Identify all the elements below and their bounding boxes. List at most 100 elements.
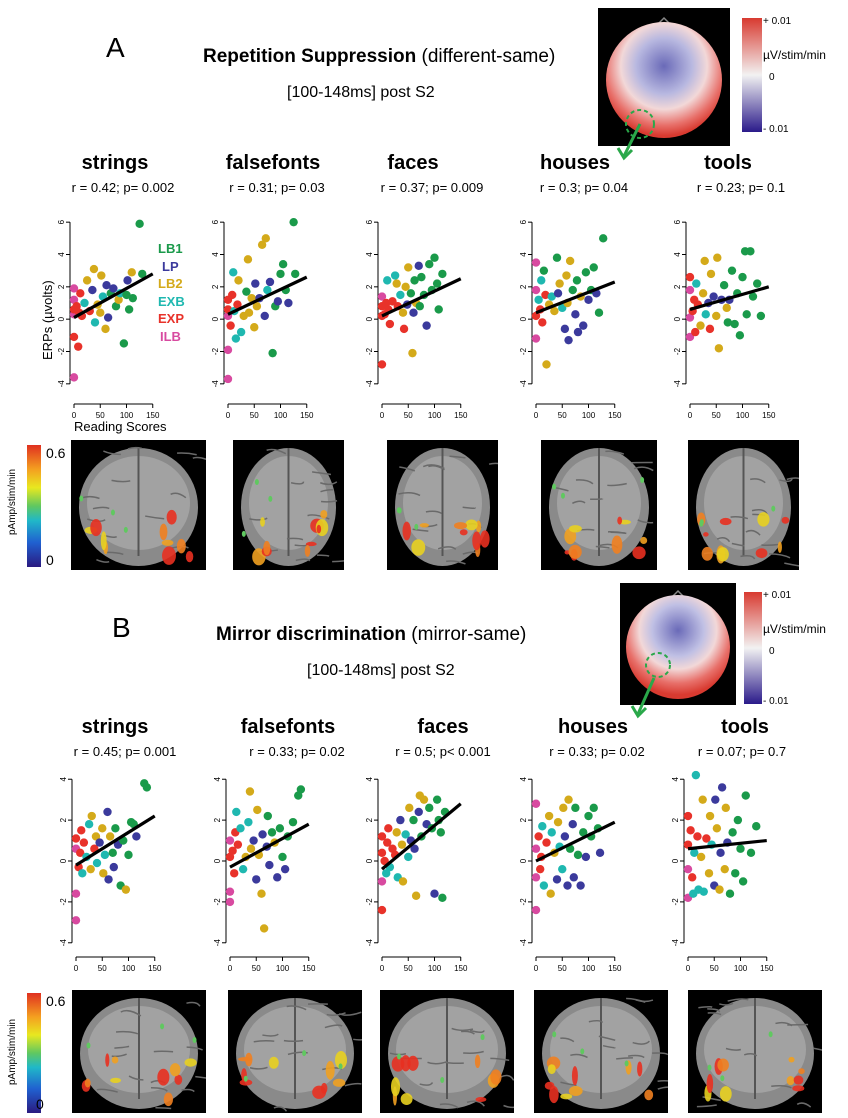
activation-blob [707, 1074, 714, 1093]
activation-blob [402, 522, 411, 541]
data-point [542, 360, 550, 368]
y-tick-label: 0 [673, 316, 682, 321]
activation-blob [480, 530, 490, 547]
data-point [408, 349, 416, 357]
activation-blob [717, 547, 729, 561]
activation-blob [549, 1086, 559, 1103]
data-point [590, 263, 598, 271]
activation-blob [778, 541, 782, 553]
data-point [401, 283, 409, 291]
data-point [415, 262, 423, 270]
data-point [95, 838, 103, 846]
source-brain-a-tools [688, 440, 799, 570]
y-tick-label: 2 [213, 817, 222, 822]
data-point [289, 818, 297, 826]
activation-blob [490, 1069, 501, 1084]
plot-a-stat-faces: r = 0.37; p= 0.009 [352, 180, 512, 195]
activation-blob [720, 518, 732, 525]
data-point [237, 328, 245, 336]
data-point [753, 279, 761, 287]
source-scale-a-max: 0.6 [46, 445, 65, 461]
x-tick-label: 100 [428, 964, 442, 973]
data-point [399, 309, 407, 317]
data-point [417, 273, 425, 281]
data-point [250, 323, 258, 331]
data-point [746, 247, 754, 255]
activation-blob [440, 1077, 444, 1083]
data-point [696, 321, 704, 329]
data-point [416, 302, 424, 310]
data-point [72, 916, 80, 924]
y-tick-label: 2 [59, 817, 68, 822]
y-tick-label: 0 [365, 858, 374, 863]
data-point [260, 924, 268, 932]
data-point [239, 865, 247, 873]
data-point [425, 260, 433, 268]
data-point [230, 869, 238, 877]
data-point [547, 890, 555, 898]
data-point [569, 286, 577, 294]
activation-blob [391, 1077, 400, 1096]
data-point [253, 806, 261, 814]
x-tick-label: 100 [120, 411, 134, 420]
topo-colorbar-b [744, 592, 762, 704]
x-tick-label: 50 [96, 411, 105, 420]
activation-blob [407, 1056, 418, 1071]
activation-blob [242, 531, 246, 537]
activation-blob [321, 1083, 327, 1094]
data-point [93, 859, 101, 867]
data-point [693, 832, 701, 840]
y-tick-label: -2 [365, 898, 374, 906]
activation-blob [757, 512, 769, 526]
y-tick-label: -2 [365, 347, 374, 355]
y-tick-label: -4 [365, 939, 374, 947]
activation-blob [302, 1050, 306, 1056]
source-brain-b-falsefonts [228, 990, 362, 1113]
activation-blob [339, 1063, 343, 1069]
data-point [276, 270, 284, 278]
activation-blob [454, 522, 467, 529]
activation-blob [160, 1023, 164, 1029]
x-tick-label: 50 [558, 964, 567, 973]
data-point [532, 906, 540, 914]
data-point [378, 360, 386, 368]
data-point [720, 281, 728, 289]
activation-blob [771, 506, 775, 512]
activation-blob [326, 1061, 335, 1080]
data-point [702, 310, 710, 318]
brain-a-houses [541, 440, 657, 570]
activation-blob [465, 519, 477, 530]
data-point [712, 312, 720, 320]
brain-sulcus [332, 560, 344, 561]
activation-blob [756, 548, 768, 558]
activation-blob [640, 537, 647, 544]
data-point [576, 881, 584, 889]
data-point [707, 270, 715, 278]
x-tick-label: 0 [534, 964, 539, 973]
data-point [715, 885, 723, 893]
y-tick-label: 2 [671, 817, 680, 822]
data-point [264, 812, 272, 820]
activation-blob [708, 1065, 712, 1071]
data-point [542, 838, 550, 846]
data-point [595, 309, 603, 317]
y-tick-label: -4 [519, 939, 528, 947]
data-point [742, 791, 750, 799]
data-point [736, 331, 744, 339]
data-point [386, 320, 394, 328]
data-point [407, 289, 415, 297]
data-point [562, 271, 570, 279]
data-point [383, 276, 391, 284]
data-point [584, 296, 592, 304]
source-scale-b-max: 0.6 [46, 993, 65, 1009]
data-point [78, 869, 86, 877]
data-point [291, 270, 299, 278]
x-tick-label: 100 [582, 411, 596, 420]
data-point [558, 865, 566, 873]
data-point [234, 840, 242, 848]
activation-blob [85, 1079, 91, 1088]
topo-scale-b-min: - 0.01 [763, 696, 789, 707]
data-point [284, 299, 292, 307]
data-point [251, 279, 259, 287]
